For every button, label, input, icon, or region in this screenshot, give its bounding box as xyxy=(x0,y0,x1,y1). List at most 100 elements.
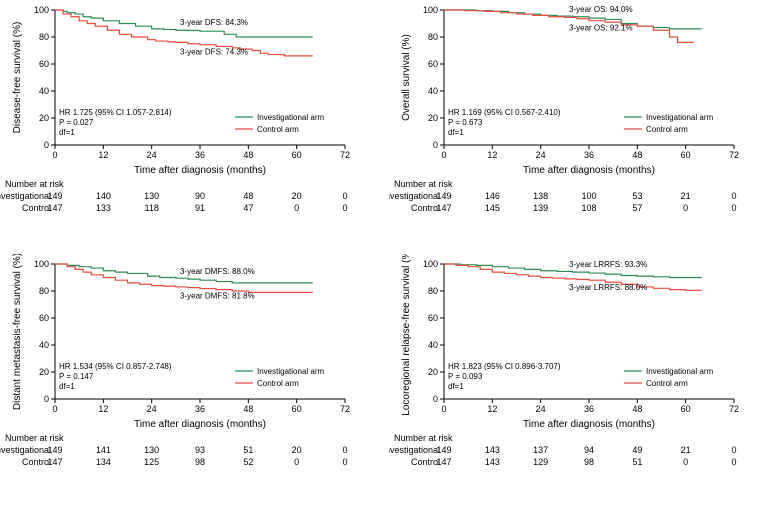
risk-header: Number at risk xyxy=(394,433,453,443)
x-tick-label: 60 xyxy=(292,150,302,160)
x-axis-label: Time after diagnosis (months) xyxy=(523,165,655,176)
x-tick-label: 60 xyxy=(292,404,302,414)
stats-line: P = 0.147 xyxy=(59,372,94,381)
y-tick-label: 40 xyxy=(428,340,438,350)
risk-header: Number at risk xyxy=(5,433,64,443)
annot-3y-inv: 3-year DMFS: 88.0% xyxy=(180,267,255,276)
y-tick-label: 100 xyxy=(423,5,438,15)
x-tick-label: 36 xyxy=(584,404,594,414)
annot-3y-inv: 3-year DFS: 84.3% xyxy=(180,18,248,27)
y-tick-label: 100 xyxy=(423,259,438,269)
risk-value: 149 xyxy=(436,445,451,455)
risk-value: 98 xyxy=(584,457,594,467)
x-tick-label: 12 xyxy=(98,404,108,414)
legend-label-inv: Investigational arm xyxy=(646,367,713,376)
panel-0: 0122436486072020406080100Time after diag… xyxy=(0,0,389,254)
risk-value: 0 xyxy=(294,457,299,467)
y-tick-label: 100 xyxy=(34,5,49,15)
stats-line: P = 0.673 xyxy=(448,118,483,127)
x-tick-label: 72 xyxy=(729,150,739,160)
risk-value: 53 xyxy=(632,191,642,201)
risk-value: 0 xyxy=(731,445,736,455)
stats-line: P = 0.093 xyxy=(448,372,483,381)
y-tick-label: 0 xyxy=(433,140,438,150)
y-tick-label: 40 xyxy=(39,86,49,96)
risk-value: 137 xyxy=(533,445,548,455)
y-tick-label: 20 xyxy=(39,113,49,123)
risk-value: 140 xyxy=(96,191,111,201)
risk-value: 0 xyxy=(683,203,688,213)
risk-value: 133 xyxy=(96,203,111,213)
risk-value: 147 xyxy=(436,203,451,213)
panel-container-1: 0122436486072020406080100Time after diag… xyxy=(389,0,778,254)
risk-value: 145 xyxy=(485,203,500,213)
annot-3y-ctrl: 3-year DFS: 74.3% xyxy=(180,48,248,57)
risk-header: Number at risk xyxy=(394,179,453,189)
x-tick-label: 36 xyxy=(584,150,594,160)
y-tick-label: 20 xyxy=(428,367,438,377)
risk-value: 0 xyxy=(731,457,736,467)
risk-value: 0 xyxy=(731,203,736,213)
risk-value: 0 xyxy=(683,457,688,467)
annot-3y-ctrl: 3-year LRRFS: 88.0% xyxy=(569,283,647,292)
y-tick-label: 80 xyxy=(39,286,49,296)
x-axis-label: Time after diagnosis (months) xyxy=(134,165,266,176)
stats-line: df=1 xyxy=(448,382,464,391)
y-tick-label: 20 xyxy=(39,367,49,377)
x-tick-label: 24 xyxy=(536,404,546,414)
y-tick-label: 40 xyxy=(428,86,438,96)
y-tick-label: 0 xyxy=(44,140,49,150)
y-axis-label: Overall survival (%) xyxy=(401,34,412,121)
km-figure-grid: 0 12 24 36 48 60 72 0 20 40 60 80 100 Time after diag… xyxy=(0,0,778,509)
risk-row-label-inv: Investigational xyxy=(0,191,51,201)
legend-label-ctrl: Control arm xyxy=(257,125,299,134)
risk-value: 125 xyxy=(144,457,159,467)
y-tick-label: 80 xyxy=(428,286,438,296)
legend-label-inv: Investigational arm xyxy=(257,113,324,122)
stats-line: df=1 xyxy=(59,382,75,391)
risk-value: 143 xyxy=(485,445,500,455)
x-tick-label: 24 xyxy=(536,150,546,160)
panel-container-3: 0122436486072020406080100Time after diag… xyxy=(389,254,778,508)
risk-row-label-inv: Investigational xyxy=(0,445,51,455)
x-tick-label: 12 xyxy=(487,150,497,160)
panel-1: 0122436486072020406080100Time after diag… xyxy=(389,0,778,254)
y-tick-label: 60 xyxy=(428,59,438,69)
risk-row-label-inv: Investigational xyxy=(389,191,440,201)
x-tick-label: 0 xyxy=(441,150,446,160)
x-tick-label: 48 xyxy=(243,404,253,414)
risk-value: 134 xyxy=(96,457,111,467)
x-tick-label: 72 xyxy=(729,404,739,414)
risk-value: 0 xyxy=(342,445,347,455)
annot-3y-ctrl: 3-year DMFS: 81.8% xyxy=(180,292,255,301)
risk-value: 0 xyxy=(294,203,299,213)
risk-value: 141 xyxy=(96,445,111,455)
panel-container-2: 0122436486072020406080100Time after diag… xyxy=(0,254,389,508)
stats-line: df=1 xyxy=(448,128,464,137)
risk-value: 21 xyxy=(681,191,691,201)
risk-value: 51 xyxy=(632,457,642,467)
risk-value: 139 xyxy=(533,203,548,213)
risk-value: 147 xyxy=(47,457,62,467)
risk-value: 0 xyxy=(731,191,736,201)
risk-value: 138 xyxy=(533,191,548,201)
y-tick-label: 0 xyxy=(433,394,438,404)
risk-value: 143 xyxy=(485,457,500,467)
risk-value: 146 xyxy=(485,191,500,201)
y-tick-label: 80 xyxy=(39,32,49,42)
risk-value: 90 xyxy=(195,191,205,201)
y-tick-label: 100 xyxy=(34,259,49,269)
stats-line: HR 1.725 (95% CI 1.057-2.814) xyxy=(59,108,172,117)
stats-line: HR 1.534 (95% CI 0.857-2.748) xyxy=(59,362,172,371)
y-axis-label: Disease-free survival (%) xyxy=(12,22,23,134)
risk-value: 94 xyxy=(584,445,594,455)
y-axis-label: Distant metastasis-free survival (%) xyxy=(12,254,23,410)
risk-value: 98 xyxy=(195,457,205,467)
x-tick-label: 0 xyxy=(441,404,446,414)
legend-label-inv: Investigational arm xyxy=(646,113,713,122)
stats-line: df=1 xyxy=(59,128,75,137)
risk-value: 130 xyxy=(144,445,159,455)
risk-value: 0 xyxy=(342,457,347,467)
risk-value: 118 xyxy=(144,203,158,213)
x-tick-label: 0 xyxy=(52,404,57,414)
